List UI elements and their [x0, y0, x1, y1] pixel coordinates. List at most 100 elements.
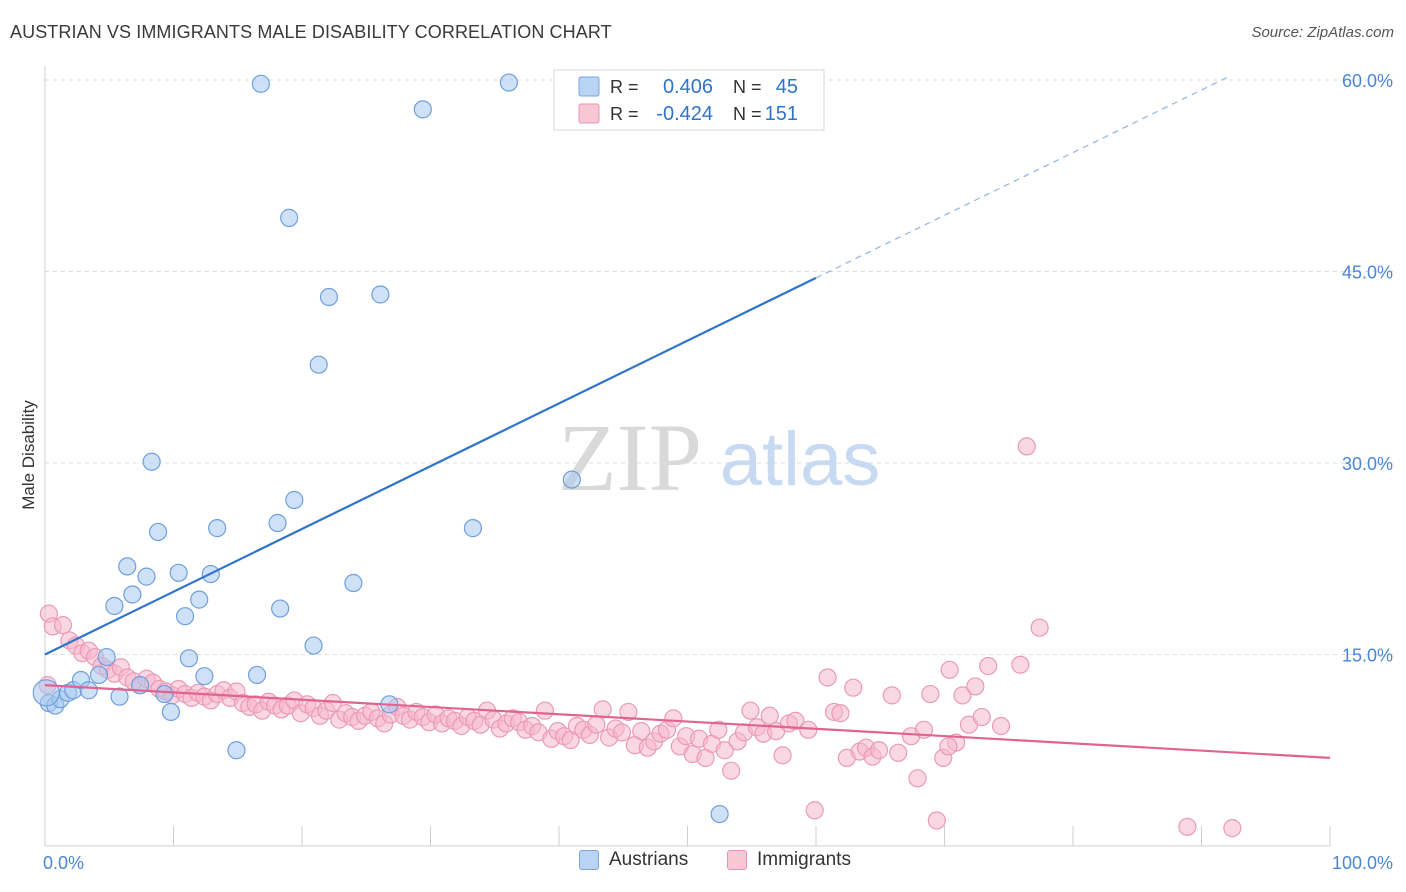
- immigrants-point: [760, 706, 779, 725]
- austrians-trend-extension: [815, 76, 1228, 279]
- austrians-point: [123, 585, 142, 604]
- immigrants-point: [1178, 817, 1197, 836]
- austrians-point: [251, 74, 270, 93]
- immigrants-point: [940, 660, 959, 679]
- immigrants-point: [53, 616, 73, 635]
- immigrants-point: [972, 707, 991, 727]
- austrians-point: [562, 470, 581, 489]
- y-axis-label: Male Disability: [19, 400, 38, 510]
- immigrants-point: [908, 769, 927, 788]
- stats-n-value-immigrants: 151: [765, 103, 798, 125]
- austrians-point: [89, 665, 109, 685]
- legend-item-austrians[interactable]: Austrians: [579, 849, 688, 871]
- immigrants-point: [593, 700, 612, 719]
- austrians-point: [309, 355, 328, 374]
- immigrants-point: [722, 761, 741, 780]
- immigrants-point: [927, 811, 946, 830]
- austrians-point: [413, 100, 432, 119]
- y-tick-label: 60.0%: [1342, 71, 1393, 91]
- immigrants-point: [1017, 437, 1036, 456]
- austrians-point: [463, 519, 483, 538]
- immigrants-point: [1030, 618, 1049, 637]
- austrians-point: [79, 681, 98, 700]
- stats-n-value-austrians: 45: [776, 76, 798, 98]
- immigrants-point: [966, 677, 985, 696]
- immigrants-point: [664, 709, 683, 728]
- immigrants-point: [882, 686, 901, 705]
- legend-label-austrians: Austrians: [609, 849, 689, 870]
- immigrants-trend-line: [44, 684, 1331, 760]
- y-tick-label: 30.0%: [1342, 454, 1393, 474]
- austrians-point: [155, 684, 174, 704]
- austrians-point: [227, 741, 246, 760]
- austrians-point: [247, 665, 267, 685]
- austrians-point: [304, 636, 323, 655]
- austrians-point: [285, 490, 304, 510]
- chart-title: AUSTRIAN VS IMMIGRANTS MALE DISABILITY C…: [10, 22, 612, 42]
- austrians-point: [499, 73, 518, 92]
- immigrants-point: [979, 656, 998, 676]
- immigrants-point: [587, 715, 606, 734]
- immigrants-point: [715, 741, 734, 760]
- immigrants-point: [889, 743, 908, 762]
- stats-swatch-immigrants: [578, 103, 600, 124]
- austrians-point: [710, 804, 729, 824]
- immigrants-point: [921, 684, 940, 704]
- austrians-point: [175, 607, 195, 626]
- stats-r-value-immigrants: -0.424: [656, 103, 713, 125]
- tick-labels: 15.0% 30.0% 45.0% 60.0% 0.0% 100.0%: [43, 71, 1393, 873]
- immigrants-point: [805, 801, 824, 820]
- austrians-point: [118, 557, 137, 576]
- austrians-point: [280, 208, 299, 227]
- axes: [44, 66, 1331, 847]
- x-tick-label: 0.0%: [43, 853, 84, 873]
- trend-lines: [44, 76, 1331, 760]
- y-tick-label: 45.0%: [1342, 263, 1393, 283]
- austrians-point: [110, 687, 129, 706]
- immigrants-point: [939, 737, 958, 756]
- stats-swatch-austrians: [578, 76, 600, 97]
- austrians-point: [179, 649, 199, 668]
- austrians-point: [190, 590, 209, 609]
- immigrants-point: [632, 721, 651, 741]
- x-tick-label: 100.0%: [1332, 853, 1393, 873]
- legend-swatch-austrians: [579, 850, 599, 870]
- immigrants-points: [38, 437, 1242, 838]
- immigrants-point: [709, 720, 728, 739]
- immigrants-point: [1223, 819, 1242, 838]
- austrians-point: [319, 287, 339, 307]
- stats-r-value-austrians: 0.406: [663, 76, 713, 98]
- legend-item-immigrants[interactable]: Immigrants: [727, 849, 851, 871]
- austrians-point: [161, 702, 181, 722]
- austrians-point: [137, 567, 156, 586]
- austrians-point: [195, 667, 214, 686]
- y-tick-label: 15.0%: [1342, 646, 1393, 666]
- legend-label-immigrants: Immigrants: [757, 849, 851, 870]
- immigrants-point: [741, 701, 760, 720]
- immigrants-point: [953, 686, 972, 705]
- austrians-point: [371, 285, 390, 304]
- austrians-point: [105, 596, 124, 616]
- austrians-point: [208, 519, 227, 538]
- watermark: ZIP atlas: [558, 404, 880, 511]
- watermark-atlas: atlas: [720, 417, 881, 502]
- watermark-zip: ZIP: [558, 404, 702, 511]
- immigrants-point: [773, 746, 792, 765]
- austrians-point: [142, 452, 161, 471]
- immigrants-point: [818, 668, 837, 687]
- legend-swatch-immigrants: [727, 850, 747, 870]
- immigrants-point: [831, 704, 850, 723]
- stats-r-label-austrians: R =: [610, 77, 639, 97]
- immigrants-point: [799, 720, 818, 739]
- immigrants-point: [535, 701, 554, 720]
- stats-n-label-immigrants: N =: [733, 104, 762, 124]
- stats-r-label-immigrants: R =: [610, 104, 639, 124]
- austrians-point: [32, 679, 60, 707]
- austrians-point: [169, 563, 188, 582]
- bottom-legend: Austrians Immigrants: [0, 849, 1406, 879]
- immigrants-point: [1011, 655, 1030, 674]
- austrians-point: [271, 599, 290, 618]
- austrians-point: [97, 647, 116, 667]
- immigrants-point: [786, 711, 805, 730]
